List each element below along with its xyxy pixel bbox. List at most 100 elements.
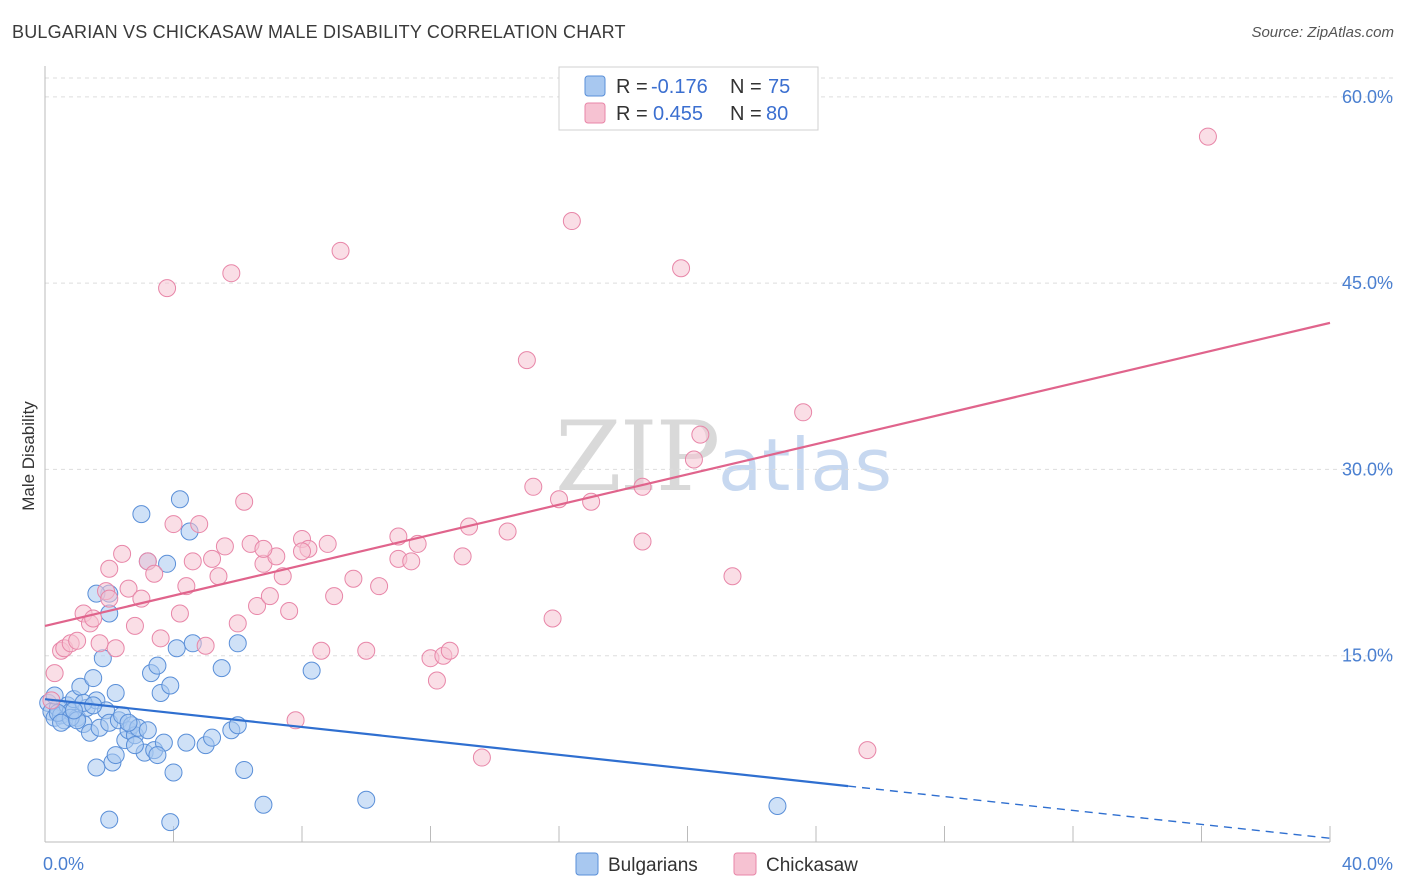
point-chickasaw-19 <box>151 629 170 648</box>
point-bulgarians-65 <box>119 713 138 732</box>
bottom-legend-bulgarians: Bulgarians <box>608 855 698 876</box>
point-chickasaw-23 <box>177 577 196 596</box>
legend-n-label-2: N = <box>730 103 762 125</box>
point-chickasaw-72 <box>794 403 813 422</box>
x-tick-min: 0.0% <box>43 854 84 874</box>
bottom-legend-swatch-chickasaw <box>733 852 757 876</box>
point-chickasaw-54 <box>427 671 446 690</box>
point-chickasaw-58 <box>472 748 491 767</box>
point-bulgarians-45 <box>203 728 222 747</box>
point-chickasaw-78 <box>100 589 119 608</box>
point-chickasaw-43 <box>312 641 331 660</box>
point-chickasaw-14 <box>119 579 138 598</box>
point-bulgarians-73 <box>64 701 83 720</box>
point-bulgarians-14 <box>84 669 103 688</box>
chart-title: BULGARIAN VS CHICKASAW MALE DISABILITY C… <box>12 22 626 42</box>
point-bulgarians-69 <box>106 746 125 765</box>
point-chickasaw-20 <box>158 279 177 298</box>
point-bulgarians-49 <box>235 760 254 779</box>
point-chickasaw-68 <box>672 259 691 278</box>
point-chickasaw-74 <box>1198 127 1217 146</box>
point-chickasaw-26 <box>196 636 215 655</box>
point-chickasaw-18 <box>145 564 164 583</box>
point-bulgarians-70 <box>138 721 157 740</box>
legend-r-label-2: R = <box>616 103 648 125</box>
watermark-atlas: atlas <box>718 423 892 507</box>
trend-line-dashed-bulgarians <box>848 785 1331 839</box>
point-bulgarians-61 <box>148 746 167 765</box>
point-chickasaw-70 <box>691 425 710 444</box>
bottom-legend-chickasaw: Chickasaw <box>766 855 858 876</box>
point-chickasaw-79 <box>293 542 311 561</box>
trend-lines <box>44 321 1331 839</box>
point-bulgarians-41 <box>170 490 189 509</box>
legend-r-value-1: -0.176 <box>651 76 708 98</box>
point-chickasaw-62 <box>543 609 562 628</box>
point-bulgarians-58 <box>161 813 180 832</box>
point-chickasaw-60 <box>517 351 536 370</box>
point-chickasaw-32 <box>235 492 254 511</box>
y-tick-label-15: 15.0% <box>1342 646 1393 666</box>
point-bulgarians-54 <box>768 796 787 815</box>
point-bulgarians-38 <box>161 676 180 695</box>
legend-n-label-1: N = <box>730 76 762 98</box>
legend-n-value-2: 80 <box>766 103 788 125</box>
legend-r-value-2: 0.455 <box>653 103 703 125</box>
point-chickasaw-69 <box>684 450 703 469</box>
legend-bottom: Bulgarians Chickasaw <box>575 852 858 876</box>
point-bulgarians-59 <box>100 810 119 829</box>
point-chickasaw-44 <box>318 534 337 553</box>
point-bulgarians-66 <box>52 713 71 732</box>
point-chickasaw-47 <box>344 569 363 588</box>
point-chickasaw-38 <box>273 567 292 586</box>
point-bulgarians-37 <box>158 554 177 573</box>
point-chickasaw-45 <box>325 587 344 606</box>
legend-top: R = -0.176 N = 75 R = 0.455 N = 80 <box>558 66 819 131</box>
point-chickasaw-22 <box>170 604 189 623</box>
point-chickasaw-40 <box>286 711 305 730</box>
point-bulgarians-39 <box>164 763 183 782</box>
point-chickasaw-67 <box>633 532 652 551</box>
grid-lines <box>45 77 1395 657</box>
point-bulgarians-60 <box>87 758 106 777</box>
point-chickasaw-30 <box>222 264 241 283</box>
trend-line-bulgarians <box>44 698 849 788</box>
point-bulgarians-74 <box>125 736 144 755</box>
x-tick-max: 40.0% <box>1342 854 1393 874</box>
point-chickasaw-1 <box>45 664 64 683</box>
bottom-legend-swatch-bulgarians <box>575 852 599 876</box>
point-bulgarians-34 <box>148 656 167 675</box>
point-bulgarians-52 <box>302 661 321 680</box>
point-chickasaw-28 <box>209 567 228 586</box>
y-tick-label-60: 60.0% <box>1342 87 1393 107</box>
y-tick-labels: 15.0% 30.0% 45.0% 60.0% <box>1342 87 1393 666</box>
y-axis-label: Male Disability <box>19 401 38 511</box>
point-chickasaw-48 <box>357 641 376 660</box>
y-tick-label-30: 30.0% <box>1342 459 1393 479</box>
point-chickasaw-51 <box>402 552 421 571</box>
point-bulgarians-50 <box>228 634 247 653</box>
point-chickasaw-36 <box>260 587 279 606</box>
point-chickasaw-29 <box>215 537 234 556</box>
point-chickasaw-71 <box>723 567 742 586</box>
point-bulgarians-46 <box>212 659 231 678</box>
legend-swatch-bulgarians <box>584 75 606 97</box>
point-bulgarians-51 <box>254 795 273 814</box>
point-chickasaw-56 <box>453 547 472 566</box>
point-chickasaw-34 <box>248 597 267 616</box>
point-chickasaw-21 <box>164 515 183 534</box>
point-chickasaw-39 <box>280 602 299 620</box>
trend-line-chickasaw <box>44 321 1331 627</box>
point-chickasaw-13 <box>113 544 132 563</box>
point-chickasaw-9 <box>90 634 109 653</box>
point-chickasaw-64 <box>562 212 581 231</box>
point-chickasaw-73 <box>858 741 877 760</box>
point-chickasaw-12 <box>106 639 125 658</box>
source-credit: Source: ZipAtlas.com <box>1251 24 1394 41</box>
point-chickasaw-49 <box>370 577 389 596</box>
legend-swatch-chickasaw <box>584 102 606 124</box>
point-bulgarians-40 <box>167 639 186 658</box>
point-chickasaw-46 <box>331 241 350 260</box>
legend-r-label-1: R = <box>616 76 648 98</box>
